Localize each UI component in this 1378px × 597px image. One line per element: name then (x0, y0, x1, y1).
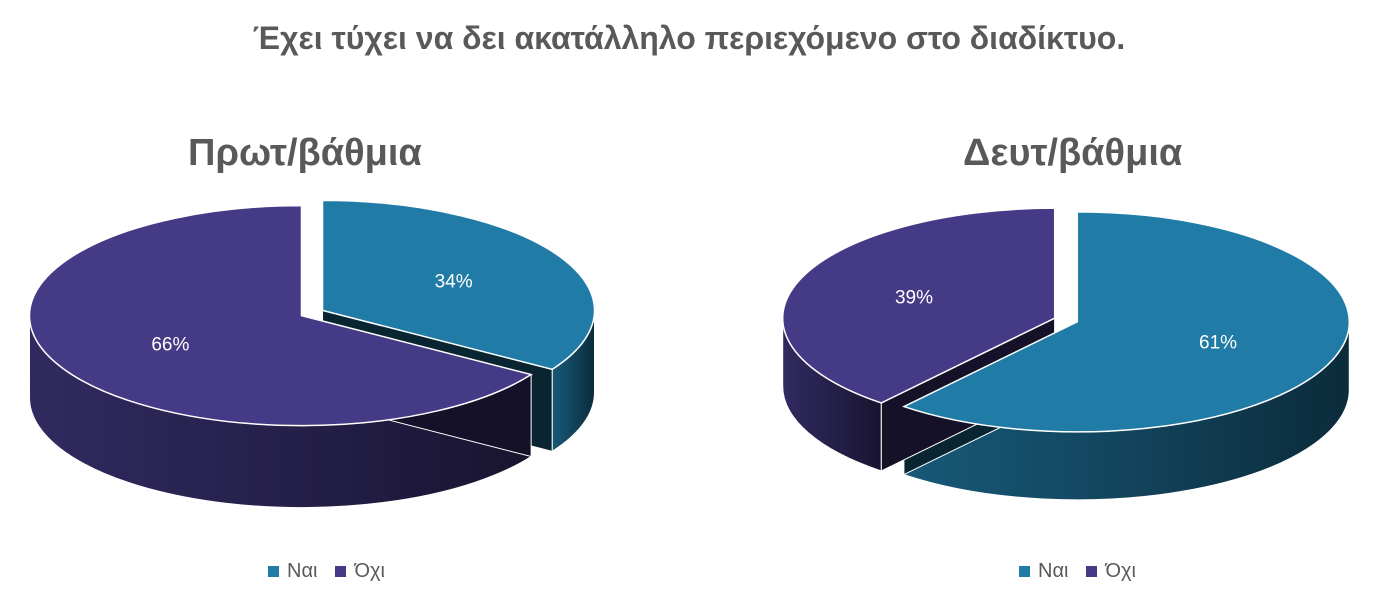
legend-item-no: Όχι (335, 560, 385, 583)
legend-label-no: Όχι (354, 560, 385, 582)
legend-swatch-no (335, 566, 347, 577)
pie-slice-ναι (901, 211, 1351, 433)
pie-slice-ναι (321, 199, 596, 371)
legend-label-yes: Ναι (287, 560, 318, 582)
legend-secondary: Ναι Όχι (1019, 560, 1136, 583)
data-label-ναι: 61% (1199, 332, 1237, 353)
data-label-όχι: 66% (151, 335, 189, 356)
pie-slice-όχι (28, 204, 534, 427)
legend-swatch-yes (1019, 566, 1030, 577)
legend-item-yes: Ναι (268, 560, 317, 583)
legend-item-yes: Ναι (1019, 560, 1068, 583)
chart-title-primary: Πρωτ/βάθμια (188, 132, 422, 174)
chart-secondary: 61% 39% Δευτ/βάθμια Ναι Όχι (689, 120, 1378, 597)
legend-primary: Ναι Όχι (268, 560, 385, 583)
legend-item-no: Όχι (1086, 560, 1136, 583)
data-label-ναι: 34% (435, 271, 473, 292)
pie-chart-secondary: 61% 39% (782, 207, 1351, 501)
main-title: Έχει τύχει να δει ακατάλληλο περιεχόμενο… (252, 20, 1126, 56)
data-label-όχι: 39% (895, 288, 933, 309)
legend-swatch-yes (268, 566, 279, 577)
legend-swatch-no (1086, 566, 1098, 577)
pie-chart-primary: 34% 66% (28, 199, 596, 509)
chart-title-secondary: Δευτ/βάθμια (963, 132, 1183, 174)
legend-label-no: Όχι (1105, 560, 1136, 582)
pie-slice-όχι (782, 207, 1056, 404)
chart-primary: 34% 66% Πρωτ/βάθμια Ναι Όχι (0, 120, 689, 597)
legend-label-yes: Ναι (1038, 560, 1069, 582)
